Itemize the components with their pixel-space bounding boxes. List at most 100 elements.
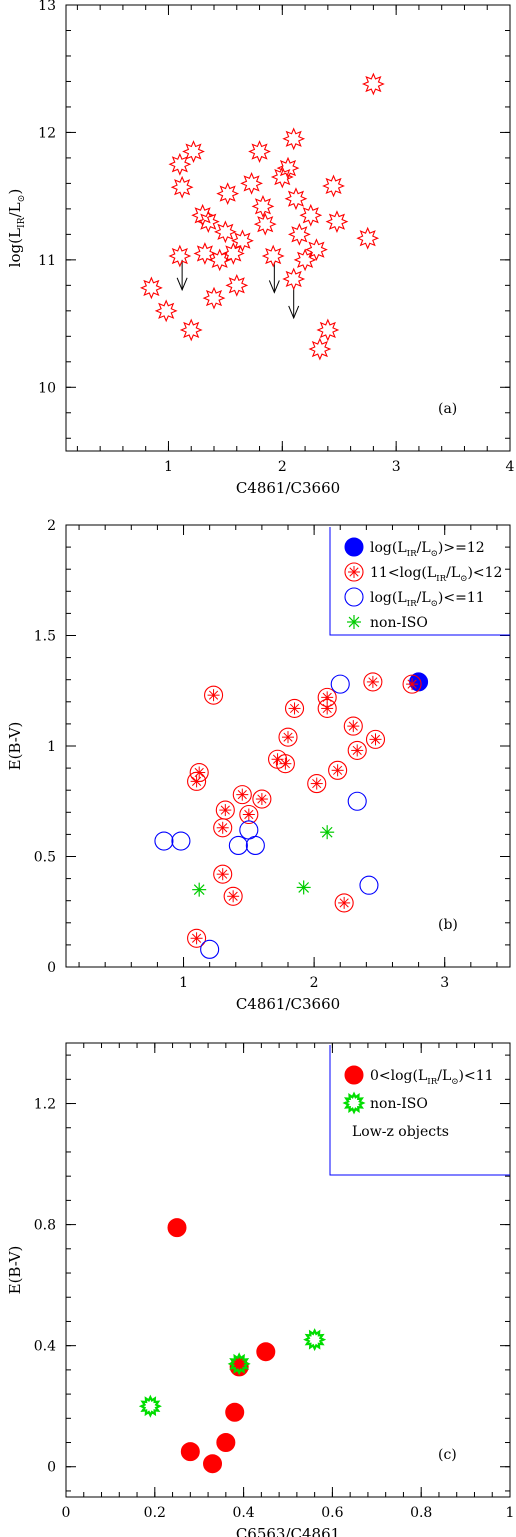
starburst-marker	[227, 1352, 251, 1376]
legend: 0<log(LIR​/L⊙​)<11 non-ISO Low-z objects	[329, 1045, 510, 1176]
y-tick-label: 0	[47, 960, 56, 976]
panel-label: (b)	[438, 917, 458, 933]
x-axis-label: C4861/C3660	[236, 479, 340, 497]
y-tick-label: 11	[38, 253, 56, 269]
circle-asterisk-marker	[347, 740, 367, 760]
y-axis-label: E(B-V)	[6, 722, 24, 771]
star-marker	[208, 248, 232, 272]
star-marker	[276, 156, 300, 180]
upper-limit-arrow	[268, 262, 280, 294]
star-marker	[282, 127, 306, 151]
circle-asterisk-marker	[343, 716, 363, 736]
filled-circle-marker	[344, 1065, 364, 1085]
asterisk-marker	[192, 882, 207, 897]
circle-asterisk-marker	[275, 754, 295, 774]
filled-circle-marker	[167, 1218, 187, 1238]
x-tick-label: 0	[62, 1505, 71, 1521]
circle-asterisk-marker	[213, 864, 233, 884]
circle-asterisk-marker	[223, 886, 243, 906]
star-marker	[316, 318, 340, 342]
series-points	[139, 72, 385, 361]
star-marker	[168, 152, 192, 176]
star-marker	[202, 286, 226, 310]
circle-asterisk-marker	[278, 727, 298, 747]
legend-box	[329, 1045, 510, 1176]
series-0-log-l-ir-l-sun-11	[167, 1218, 276, 1474]
x-tick-label: 4	[506, 459, 515, 475]
y-tick-label: 12	[38, 125, 56, 141]
filled-circle-marker	[225, 1402, 245, 1422]
starburst-marker	[138, 1394, 162, 1418]
circle-asterisk-marker	[334, 893, 354, 913]
y-axis-label: E(B-V)	[6, 1246, 24, 1295]
asterisk-marker	[347, 615, 361, 629]
star-marker	[361, 72, 385, 96]
legend-label: non-ISO	[370, 1096, 428, 1112]
legend-label: Low-z objects	[352, 1124, 449, 1140]
x-tick-label: 1	[164, 459, 173, 475]
legend-label: log(LIR​/L⊙​)<=11	[370, 590, 485, 609]
filled-circle-marker	[203, 1454, 223, 1474]
starburst-marker	[303, 1328, 327, 1352]
circle-asterisk-marker	[189, 762, 209, 783]
star-marker	[179, 318, 203, 342]
star-marker	[251, 194, 275, 218]
open-circle-marker	[154, 831, 174, 851]
x-axis-label: C4861/C3660	[236, 995, 340, 1013]
open-circle-marker	[200, 939, 220, 959]
star-marker	[322, 174, 345, 198]
star-marker	[139, 276, 163, 300]
star-marker	[168, 244, 192, 268]
star-marker	[170, 175, 194, 199]
star-marker	[231, 229, 254, 253]
star-marker	[221, 242, 245, 265]
star-marker	[305, 238, 328, 262]
y-tick-label: 1.5	[34, 629, 56, 645]
y-tick-label: 0.8	[34, 1218, 56, 1234]
open-circle-marker	[359, 875, 379, 895]
open-circle-marker	[344, 587, 364, 607]
circle-asterisk-marker	[239, 804, 259, 825]
asterisk-marker	[320, 825, 335, 840]
star-marker	[261, 244, 285, 268]
y-tick-label: 1	[47, 739, 56, 755]
star-marker	[308, 337, 332, 361]
star-marker	[253, 212, 277, 236]
circle-asterisk-marker	[204, 685, 224, 705]
circle-asterisk-marker	[232, 785, 252, 805]
x-tick-label: 0.2	[144, 1505, 166, 1521]
legend: log(LIR​/L⊙​)>=12 11<log(LIR​/L⊙​)<12 log(…	[329, 527, 510, 636]
filled-circle-marker	[344, 537, 364, 557]
plot-frame	[65, 4, 511, 452]
asterisk-marker	[296, 880, 311, 895]
x-tick-label: 2	[310, 975, 319, 991]
x-tick-label: 3	[392, 459, 401, 475]
y-tick-label: 0.5	[34, 850, 56, 866]
star-marker	[270, 165, 294, 189]
legend-label: log(LIR​/L⊙​)>=12	[370, 540, 485, 559]
panel-b: 1 2 3 0 0.5 1 1.5 2 C4861/C3660 E(B-V) (b) log(LIR​…	[6, 518, 511, 1013]
star-marker	[299, 203, 323, 227]
legend-label: non-ISO	[370, 615, 428, 631]
upper-limit-arrow	[176, 259, 188, 292]
open-circle-marker	[228, 835, 248, 856]
open-circle-marker	[245, 835, 265, 856]
x-tick-label: 0.4	[232, 1505, 254, 1521]
y-tick-label: 13	[38, 0, 56, 14]
star-marker	[193, 242, 217, 265]
panel-label: (c)	[438, 1447, 457, 1463]
filled-circle-marker	[256, 1342, 276, 1362]
star-marker	[154, 299, 178, 323]
x-tick-label: 3	[440, 975, 449, 991]
circle-asterisk-marker	[402, 674, 422, 694]
circle-asterisk-marker	[363, 672, 383, 692]
star-marker	[287, 222, 311, 246]
open-circle-marker	[330, 674, 350, 694]
circle-asterisk-marker	[213, 818, 233, 838]
circle-asterisk-marker	[365, 729, 386, 749]
star-marker	[216, 182, 240, 205]
circle-asterisk-marker	[317, 698, 337, 718]
y-tick-label: 1.2	[34, 1097, 56, 1113]
